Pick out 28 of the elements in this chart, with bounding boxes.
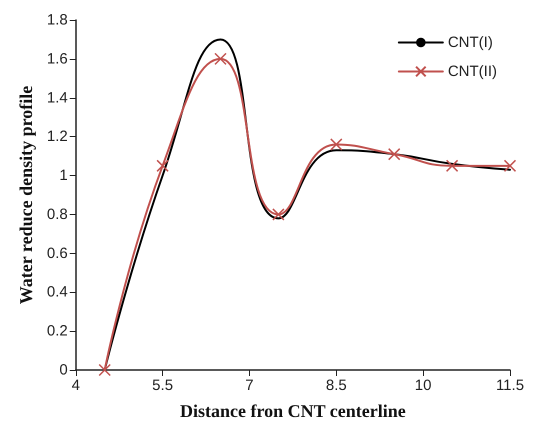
x-tick-label: 5.5	[152, 377, 174, 394]
point	[156, 160, 169, 172]
point	[446, 160, 458, 172]
y-tick-label: 1.2	[46, 128, 68, 146]
y-axis-title: Water reduce density profile	[16, 86, 36, 304]
y-tick-label: 1.4	[46, 89, 68, 106]
x-axis-title: Distance fron CNT centerline	[180, 401, 406, 421]
y-tick-label: 0.2	[46, 322, 68, 340]
y-tick-label: 1.8	[46, 12, 68, 28]
point	[330, 138, 343, 151]
x-tick-label: 8.5	[326, 377, 347, 394]
point	[214, 52, 227, 66]
x-tick-label: 10	[414, 377, 432, 394]
point	[98, 364, 111, 376]
point	[504, 160, 516, 172]
y-tick-label: 0	[59, 362, 68, 378]
point	[388, 148, 400, 160]
point	[272, 208, 285, 221]
y-tick-label: 1	[59, 167, 68, 184]
x-tick-label: 11.5	[496, 377, 524, 394]
x-tick-label: 4	[72, 377, 80, 394]
y-tick-label: 0.8	[46, 206, 68, 223]
legend-label: CNT(I)	[448, 34, 493, 51]
legend-label: CNT(II)	[448, 63, 498, 80]
y-tick-label: 0.6	[46, 244, 68, 262]
y-tick-label: 1.6	[46, 50, 68, 68]
x-tick-label: 7	[245, 377, 254, 394]
y-tick-label: 0.4	[46, 284, 68, 301]
